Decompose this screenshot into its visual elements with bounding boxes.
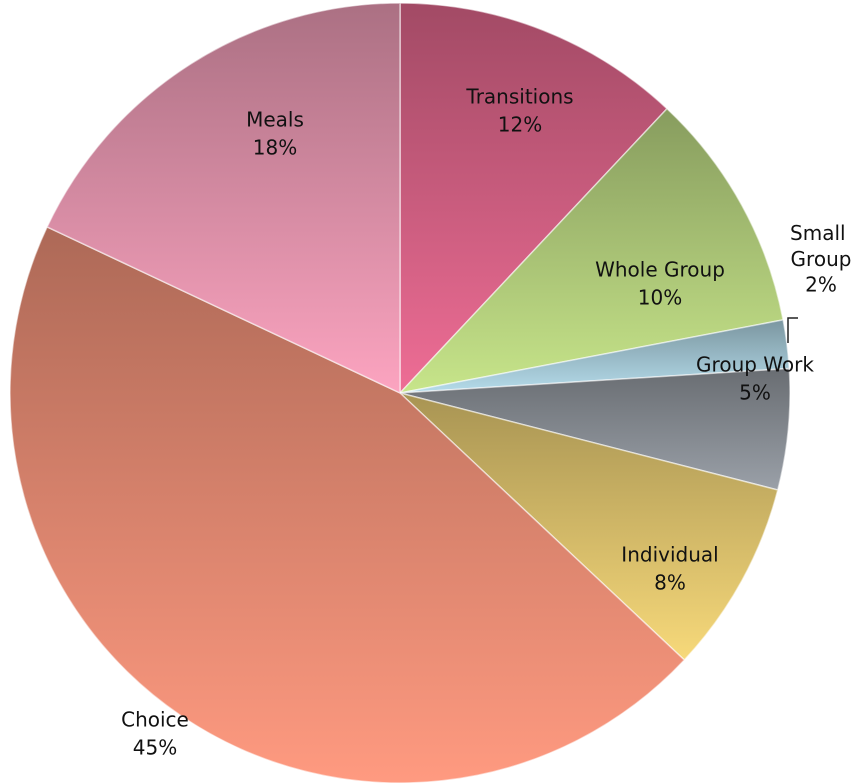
- slice: [9, 225, 686, 784]
- pie: [9, 2, 791, 784]
- slice: [397, 107, 784, 395]
- category-label: Group Work: [696, 353, 814, 377]
- category-label: Transitions: [465, 85, 573, 109]
- value-label: 10%: [638, 286, 682, 310]
- value-label: 18%: [253, 136, 297, 160]
- category-label: Whole Group: [595, 258, 725, 282]
- category-label: Choice: [121, 708, 189, 732]
- slice: [46, 2, 401, 395]
- value-label: 2%: [805, 273, 837, 297]
- value-label: 45%: [133, 736, 177, 760]
- leader-line: [787, 317, 798, 343]
- category-label: Small Group: [790, 221, 852, 271]
- slice: [399, 392, 779, 662]
- value-label: 12%: [498, 113, 542, 137]
- value-label: 8%: [654, 571, 686, 595]
- category-label: Meals: [246, 108, 304, 132]
- slice: [399, 2, 669, 395]
- labels: Transitions 12% Whole Group 10% Small Group2…: [121, 85, 852, 760]
- category-label: Individual: [621, 543, 718, 567]
- value-label: 5%: [739, 381, 771, 405]
